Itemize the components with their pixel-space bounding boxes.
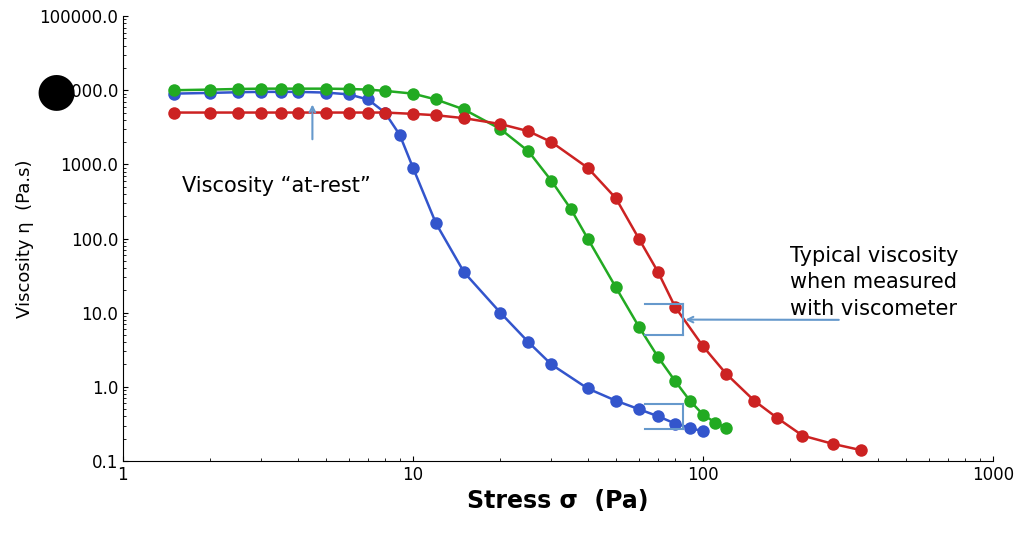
X-axis label: Stress σ  (Pa): Stress σ (Pa) bbox=[467, 489, 649, 513]
Text: Typical viscosity
when measured
with viscometer: Typical viscosity when measured with vis… bbox=[791, 245, 959, 318]
Text: Viscosity “at-rest”: Viscosity “at-rest” bbox=[182, 176, 371, 196]
Text: ●: ● bbox=[36, 69, 77, 114]
Y-axis label: Viscosity η  (Pa.s): Viscosity η (Pa.s) bbox=[15, 159, 34, 318]
